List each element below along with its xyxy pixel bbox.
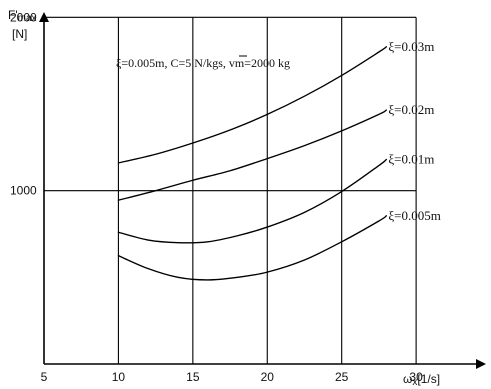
- series-label-4: ξ=0.005m: [388, 208, 441, 223]
- x-tick-label-5: 5: [41, 370, 48, 384]
- x-axis-label: ωx[1/s]: [403, 372, 440, 388]
- tick-labels: 5 10 15 20 25 30 1000 2000: [10, 10, 423, 384]
- x-tick-label-30: 30: [409, 370, 423, 384]
- x-tick-label-25: 25: [335, 370, 349, 384]
- axes: [39, 12, 486, 369]
- series-line-3: [117, 158, 388, 244]
- y-tick-label-2000: 2000: [10, 10, 37, 24]
- series-labels: ξ=0.03m ξ=0.02m ξ=0.01m ξ=0.005m: [388, 39, 441, 223]
- x-axis-title: ωx[1/s]: [403, 372, 440, 388]
- series-line-1: [117, 46, 388, 164]
- x-tick-label-15: 15: [186, 370, 200, 384]
- parameter-note: ξ=0.005m, C=5 N/kgs, vm=2000 kg: [116, 56, 290, 70]
- y-tick-label-1000: 1000: [10, 184, 37, 198]
- series-lines: [117, 46, 388, 281]
- series-line-4: [117, 215, 388, 281]
- series-label-1: ξ=0.03m: [388, 39, 434, 54]
- series-line-2: [117, 109, 388, 201]
- series-label-2: ξ=0.02m: [388, 102, 434, 117]
- y-axis-unit: [N]: [12, 27, 27, 41]
- x-tick-label-10: 10: [112, 370, 126, 384]
- y-axis-symbol: F'max: [8, 8, 37, 24]
- y-axis-label: F'max [N]: [8, 8, 37, 41]
- series-label-3: ξ=0.01m: [388, 151, 434, 166]
- x-tick-label-20: 20: [261, 370, 275, 384]
